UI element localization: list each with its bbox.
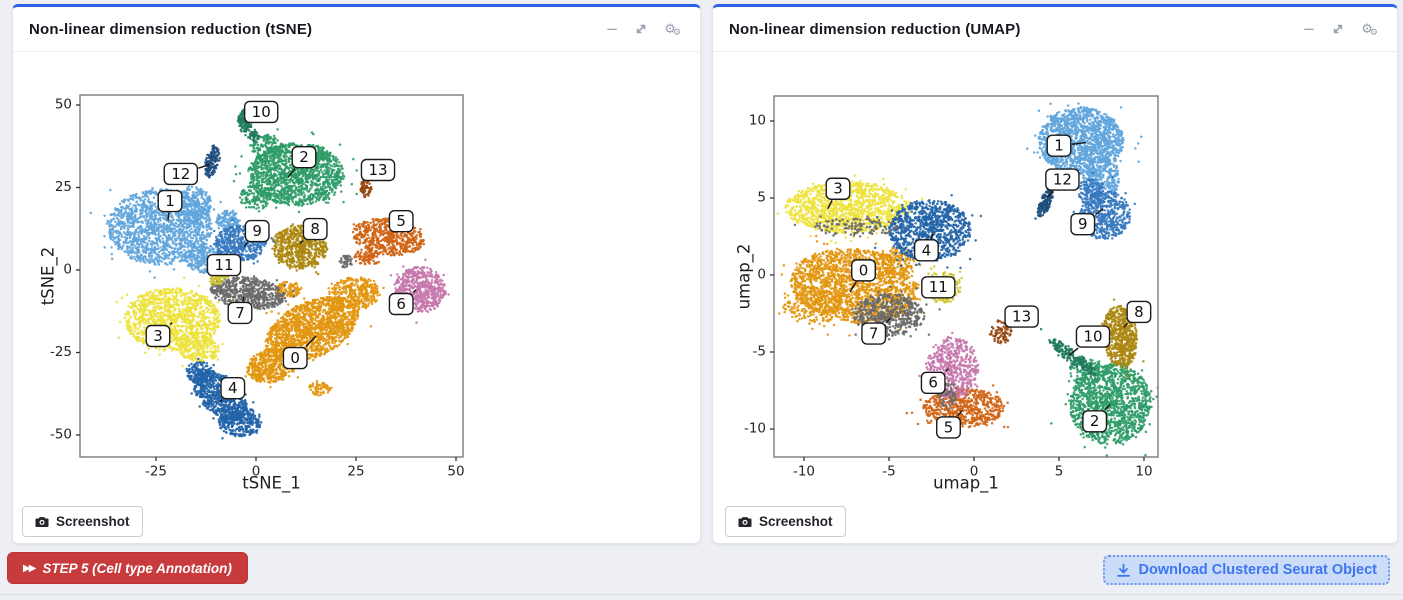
section-divider bbox=[0, 594, 1403, 595]
minimize-icon[interactable]: − bbox=[605, 19, 619, 38]
camera-icon bbox=[35, 516, 49, 527]
umap-scatter-plot bbox=[713, 7, 1397, 543]
fast-forward-icon: ▶▶ bbox=[23, 562, 36, 574]
panel-tsne-header: Non-linear dimension reduction (tSNE) − … bbox=[13, 7, 700, 52]
download-icon bbox=[1116, 563, 1130, 577]
camera-icon bbox=[738, 516, 752, 527]
settings-gears-icon[interactable]: ⚙ ⚙ bbox=[1361, 21, 1378, 38]
panel-umap: Non-linear dimension reduction (UMAP) − … bbox=[712, 4, 1398, 544]
step5-label: STEP 5 (Cell type Annotation) bbox=[42, 560, 232, 576]
panel-umap-header: Non-linear dimension reduction (UMAP) − … bbox=[713, 7, 1397, 52]
footer-actions: ▶▶ STEP 5 (Cell type Annotation) Downloa… bbox=[0, 541, 1403, 600]
screenshot-label: Screenshot bbox=[759, 514, 833, 529]
screenshot-button[interactable]: Screenshot bbox=[22, 506, 143, 537]
panel-tsne: Non-linear dimension reduction (tSNE) − … bbox=[12, 4, 701, 544]
minimize-icon[interactable]: − bbox=[1302, 19, 1316, 38]
screenshot-button[interactable]: Screenshot bbox=[725, 506, 846, 537]
download-label: Download Clustered Seurat Object bbox=[1138, 562, 1378, 578]
panel-title-tsne: Non-linear dimension reduction (tSNE) bbox=[29, 20, 313, 38]
plots-row: Non-linear dimension reduction (tSNE) − … bbox=[12, 4, 1398, 544]
tsne-scatter-plot bbox=[13, 7, 700, 543]
screenshot-label: Screenshot bbox=[56, 514, 130, 529]
download-seurat-button[interactable]: Download Clustered Seurat Object bbox=[1102, 555, 1390, 585]
settings-gears-icon[interactable]: ⚙ ⚙ bbox=[664, 21, 681, 38]
step5-button[interactable]: ▶▶ STEP 5 (Cell type Annotation) bbox=[7, 552, 248, 584]
expand-icon[interactable] bbox=[634, 22, 648, 36]
expand-icon[interactable] bbox=[1331, 22, 1345, 36]
panel-title-umap: Non-linear dimension reduction (UMAP) bbox=[729, 20, 1021, 38]
